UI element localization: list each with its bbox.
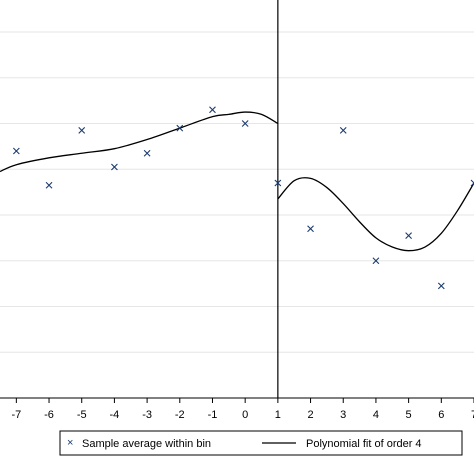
- x-tick-label: 7: [471, 409, 474, 421]
- data-point-stroke: [339, 126, 347, 134]
- data-point: [45, 181, 53, 189]
- data-point-stroke: [45, 181, 53, 189]
- data-point: [111, 163, 118, 171]
- x-tick-label: -4: [110, 409, 120, 421]
- data-point: [241, 120, 249, 127]
- x-tick-label: 4: [373, 409, 379, 421]
- data-point-stroke: [307, 225, 314, 233]
- gridlines: [0, 31, 474, 353]
- x-tick-label: 5: [406, 409, 412, 421]
- data-point-stroke: [78, 126, 86, 134]
- x-tick-label: 2: [307, 409, 313, 421]
- data-point: [176, 124, 184, 132]
- data-point-stroke: [209, 106, 216, 114]
- data-point: [209, 106, 216, 114]
- scatter-points: [12, 106, 474, 290]
- data-point: [372, 257, 380, 265]
- data-point-stroke: [470, 182, 474, 187]
- data-point: [12, 147, 20, 155]
- x-tick-label: 3: [340, 409, 346, 421]
- fit-line-left: [0, 111, 279, 173]
- x-tick-label: -6: [44, 409, 54, 421]
- data-point: [339, 126, 347, 134]
- legend-label-scatter: Sample average within bin: [82, 438, 211, 450]
- x-tick-label: 0: [242, 409, 248, 421]
- data-point: [78, 126, 86, 134]
- data-point-stroke: [143, 149, 151, 157]
- x-tick-label: -3: [142, 409, 152, 421]
- data-point: [437, 282, 445, 290]
- data-point: [470, 179, 474, 187]
- data-point-stroke: [470, 179, 474, 184]
- x-tick-label: -7: [11, 409, 21, 421]
- data-point-stroke: [12, 147, 20, 155]
- data-point: [143, 149, 151, 157]
- data-point-stroke: [405, 232, 413, 239]
- legend-box: [59, 430, 463, 456]
- data-point-stroke: [241, 120, 249, 127]
- data-point-stroke: [437, 282, 445, 290]
- data-point-stroke: [274, 179, 282, 187]
- x-tick-label: 1: [275, 409, 281, 421]
- x-tick-label: -5: [77, 409, 87, 421]
- data-point: [405, 232, 413, 239]
- x-tick-label: 6: [438, 409, 444, 421]
- data-point: [274, 179, 282, 187]
- data-point: [307, 225, 314, 233]
- x-tick-label: -1: [208, 409, 218, 421]
- legend: × Sample average within bin Polynomial f…: [59, 430, 463, 456]
- legend-marker-x-icon: ×: [67, 437, 73, 449]
- x-tick-label: -2: [175, 409, 185, 421]
- data-point-stroke: [372, 257, 380, 265]
- fit-line-right: [277, 177, 474, 252]
- x-axis-ticks: -7 -6 -5 -4 -3 -2 -1 0 1 2 3 4 5 6 7: [11, 398, 474, 421]
- fit-lines: [0, 111, 474, 252]
- data-point-stroke: [176, 124, 184, 132]
- legend-label-fit: Polynomial fit of order 4: [306, 438, 422, 450]
- data-point-stroke: [111, 163, 118, 171]
